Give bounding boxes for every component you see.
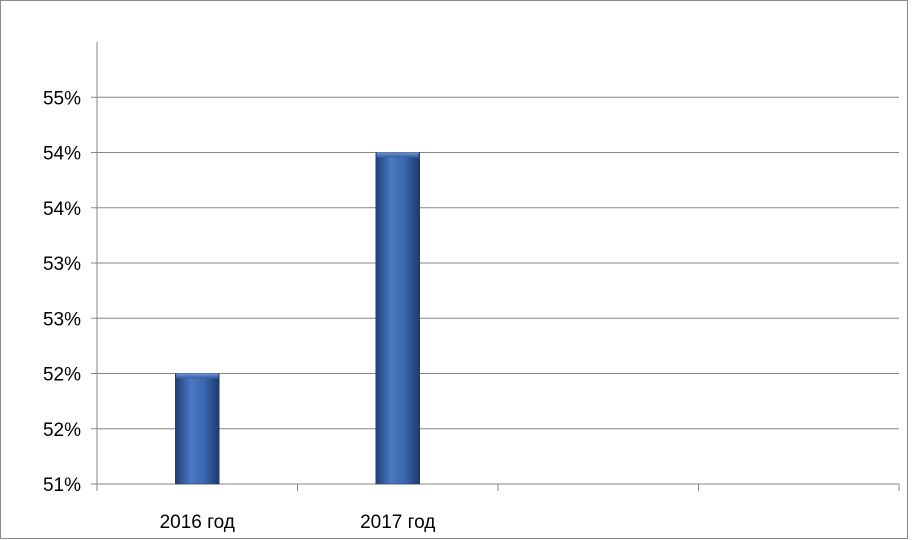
y-tick-label: 52% <box>43 365 81 386</box>
y-tick-label: 53% <box>43 254 81 275</box>
axis-labels: 51% 52% 52% 53% 53% 54% 54% 55% 2016 год 2017 год <box>43 88 435 533</box>
bar <box>375 152 420 485</box>
y-tick-label: 51% <box>43 475 81 496</box>
x-category-label: 2017 год <box>360 512 435 533</box>
bar-highlight <box>176 373 219 379</box>
x-category-label: 2016 год <box>160 512 235 533</box>
y-tick-label: 54% <box>43 199 81 220</box>
y-tick-label: 53% <box>43 309 81 330</box>
bar <box>175 373 220 485</box>
gridlines <box>97 96 899 430</box>
axes <box>91 42 900 491</box>
y-tick-label: 54% <box>43 144 81 165</box>
y-tick-label: 55% <box>43 88 81 109</box>
bars <box>175 152 420 485</box>
y-tick-label: 52% <box>43 420 81 441</box>
bar-highlight <box>376 152 419 158</box>
